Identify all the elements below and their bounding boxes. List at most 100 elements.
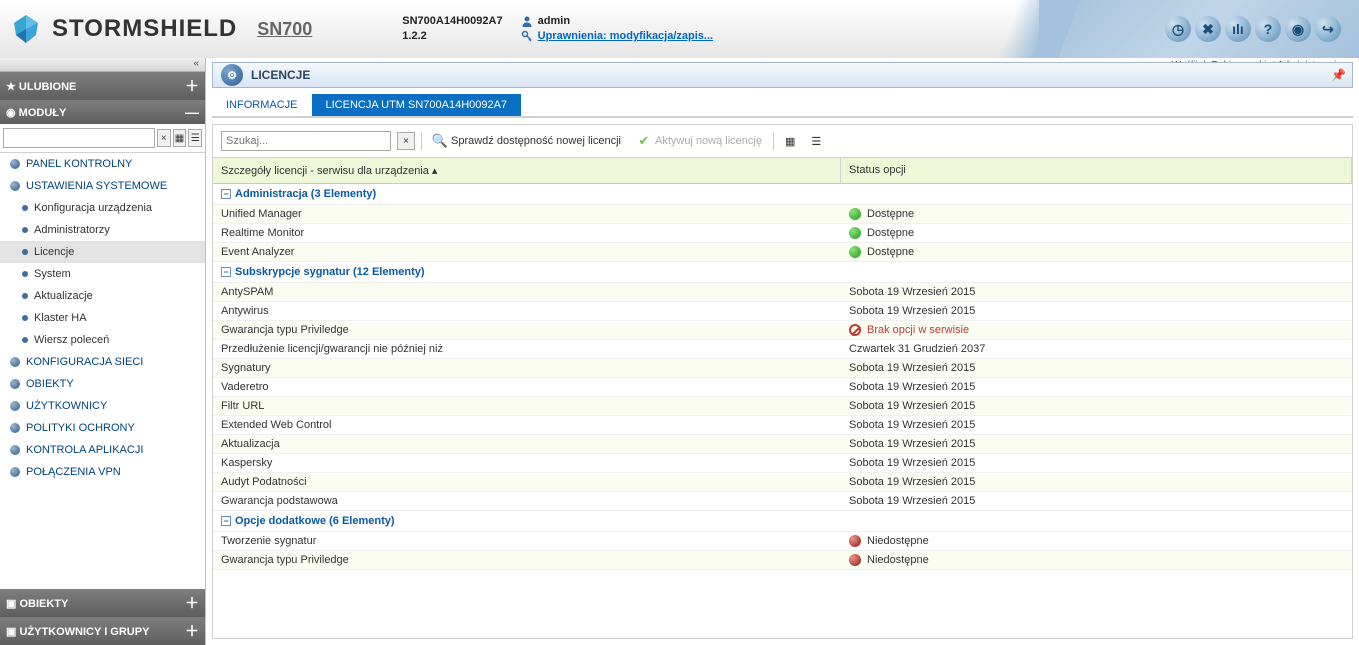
sidebar-section-favorites[interactable]: ★ ULUBIONE ＋ xyxy=(0,72,205,100)
table-row[interactable]: Przedłużenie licencji/gwarancji nie późn… xyxy=(213,340,1352,359)
sidebar-view-list-icon[interactable]: ☰ xyxy=(188,129,202,147)
table-row[interactable]: Gwarancja typu PriviledgeBrak opcji w se… xyxy=(213,321,1352,340)
modules-add-icon[interactable]: — xyxy=(185,104,199,120)
table-row[interactable]: Audyt PodatnościSobota 19 Wrzesień 2015 xyxy=(213,473,1352,492)
table-group-header[interactable]: −Subskrypcje sygnatur (12 Elementy) xyxy=(213,262,1352,283)
status-dot-green-icon xyxy=(849,246,861,258)
table-row[interactable]: Gwarancja typu PriviledgeNiedostępne xyxy=(213,551,1352,570)
table-row[interactable]: AntywirusSobota 19 Wrzesień 2015 xyxy=(213,302,1352,321)
page-title-bar: ⚙ LICENCJE 📌 xyxy=(212,62,1353,88)
collapse-icon[interactable]: − xyxy=(221,516,231,526)
bullet-icon xyxy=(22,271,28,277)
header-btn-dashboard-icon[interactable]: ◷ xyxy=(1165,16,1191,42)
col-header-status[interactable]: Status opcji xyxy=(841,158,1352,183)
toolbar-view-list-icon[interactable]: ☰ xyxy=(806,132,826,151)
permissions-link[interactable]: Uprawnienia: modyfikacja/zapis... xyxy=(538,30,713,42)
sidebar-group-icon xyxy=(10,423,20,433)
sidebar-collapse-button[interactable]: « xyxy=(0,58,205,72)
sidebar-group[interactable]: KONFIGURACJA SIECI xyxy=(0,351,205,373)
table-row[interactable]: KasperskySobota 19 Wrzesień 2015 xyxy=(213,454,1352,473)
expand-icon[interactable]: ＋ xyxy=(185,621,199,641)
model-link[interactable]: SN700 xyxy=(257,19,312,40)
header-btn-info-icon[interactable]: ◉ xyxy=(1285,16,1311,42)
toolbar-view-grid-icon[interactable]: ▦ xyxy=(780,132,800,151)
favorites-add-icon[interactable]: ＋ xyxy=(185,76,199,96)
table-row[interactable]: SygnaturySobota 19 Wrzesień 2015 xyxy=(213,359,1352,378)
cell-name: Gwarancja typu Priviledge xyxy=(213,551,841,569)
sidebar-group-label: KONFIGURACJA SIECI xyxy=(26,356,143,368)
toolbar-search-input[interactable] xyxy=(221,131,391,151)
cell-status: Sobota 19 Wrzesień 2015 xyxy=(841,359,1352,377)
check-icon: ✔ xyxy=(637,134,651,148)
sidebar-bottom-section[interactable]: ▣ OBIEKTY＋ xyxy=(0,589,205,617)
cell-name: AntySPAM xyxy=(213,283,841,301)
sidebar-section-modules[interactable]: ◉ MODUŁY — xyxy=(0,100,205,124)
table-row[interactable]: Realtime MonitorDostępne xyxy=(213,224,1352,243)
collapse-icon[interactable]: − xyxy=(221,267,231,277)
key-icon xyxy=(521,30,535,42)
expand-icon[interactable]: ＋ xyxy=(185,593,199,613)
table-row[interactable]: Filtr URLSobota 19 Wrzesień 2015 xyxy=(213,397,1352,416)
sidebar-group-icon xyxy=(10,181,20,191)
table-row[interactable]: Unified ManagerDostępne xyxy=(213,205,1352,224)
sidebar-group[interactable]: PANEL KONTROLNY xyxy=(0,153,205,175)
sidebar-group-icon xyxy=(10,445,20,455)
tab[interactable]: LICENCJA UTM SN700A14H0092A7 xyxy=(312,94,522,116)
sidebar-group[interactable]: OBIEKTY xyxy=(0,373,205,395)
table-group-header[interactable]: −Opcje dodatkowe (6 Elementy) xyxy=(213,511,1352,532)
header-btn-logout-icon[interactable]: ↪ xyxy=(1315,16,1341,42)
toolbar: × 🔍 Sprawdź dostępność nowej licencji ✔ … xyxy=(212,124,1353,158)
toolbar-search-clear-icon[interactable]: × xyxy=(397,132,415,150)
app-header: STORMSHIELD SN700 SN700A14H0092A7 1.2.2 … xyxy=(0,0,1359,58)
activate-license-button: ✔ Aktywuj nową licencję xyxy=(632,131,767,151)
status-dot-red-icon xyxy=(849,535,861,547)
table-row[interactable]: AktualizacjaSobota 19 Wrzesień 2015 xyxy=(213,435,1352,454)
sidebar-item[interactable]: Licencje xyxy=(0,241,205,263)
cell-status: Sobota 19 Wrzesień 2015 xyxy=(841,378,1352,396)
sidebar-view-grid-icon[interactable]: ▦ xyxy=(173,129,187,147)
bullet-icon xyxy=(22,249,28,255)
header-btn-help-icon[interactable]: ? xyxy=(1255,16,1281,42)
bullet-icon xyxy=(22,315,28,321)
sidebar-search-clear-icon[interactable]: × xyxy=(157,129,171,147)
sidebar-item[interactable]: Aktualizacje xyxy=(0,285,205,307)
sidebar-group[interactable]: POŁĄCZENIA VPN xyxy=(0,461,205,483)
collapse-icon[interactable]: − xyxy=(221,189,231,199)
sidebar-item-label: Aktualizacje xyxy=(34,290,93,302)
sidebar-bottom-section[interactable]: ▣ UŻYTKOWNICY I GRUPY＋ xyxy=(0,617,205,645)
sidebar-item[interactable]: Klaster HA xyxy=(0,307,205,329)
sidebar-group-label: POLITYKI OCHRONY xyxy=(26,422,135,434)
group-title: Opcje dodatkowe (6 Elementy) xyxy=(235,515,395,527)
brand-text: STORMSHIELD xyxy=(52,15,237,43)
pin-icon[interactable]: 📌 xyxy=(1331,68,1346,82)
sidebar-group[interactable]: KONTROLA APLIKACJI xyxy=(0,439,205,461)
table-row[interactable]: VaderetroSobota 19 Wrzesień 2015 xyxy=(213,378,1352,397)
table-row[interactable]: Event AnalyzerDostępne xyxy=(213,243,1352,262)
cell-status: Sobota 19 Wrzesień 2015 xyxy=(841,454,1352,472)
sidebar-group[interactable]: POLITYKI OCHRONY xyxy=(0,417,205,439)
cell-name: Gwarancja podstawowa xyxy=(213,492,841,510)
bullet-icon xyxy=(22,293,28,299)
sidebar-item[interactable]: System xyxy=(0,263,205,285)
cell-status: Dostępne xyxy=(841,205,1352,223)
col-header-details[interactable]: Szczegóły licencji - serwisu dla urządze… xyxy=(213,158,841,183)
sidebar-group[interactable]: USTAWIENIA SYSTEMOWE xyxy=(0,175,205,197)
table-row[interactable]: Tworzenie sygnaturNiedostępne xyxy=(213,532,1352,551)
license-table: Szczegóły licencji - serwisu dla urządze… xyxy=(212,158,1353,639)
table-row[interactable]: Extended Web ControlSobota 19 Wrzesień 2… xyxy=(213,416,1352,435)
sidebar-group[interactable]: UŻYTKOWNICY xyxy=(0,395,205,417)
sidebar-item[interactable]: Administratorzy xyxy=(0,219,205,241)
table-group-header[interactable]: −Administracja (3 Elementy) xyxy=(213,184,1352,205)
group-title: Administracja (3 Elementy) xyxy=(235,188,376,200)
header-btn-stats-icon[interactable]: ılı xyxy=(1225,16,1251,42)
tab[interactable]: INFORMACJE xyxy=(212,94,312,116)
check-license-button[interactable]: 🔍 Sprawdź dostępność nowej licencji xyxy=(428,131,626,151)
sidebar-search-input[interactable] xyxy=(3,128,155,148)
table-row[interactable]: Gwarancja podstawowaSobota 19 Wrzesień 2… xyxy=(213,492,1352,511)
sidebar-item[interactable]: Wiersz poleceń xyxy=(0,329,205,351)
cell-name: Aktualizacja xyxy=(213,435,841,453)
sidebar-item[interactable]: Konfiguracja urządzenia xyxy=(0,197,205,219)
table-row[interactable]: AntySPAMSobota 19 Wrzesień 2015 xyxy=(213,283,1352,302)
cell-status: Niedostępne xyxy=(841,551,1352,569)
header-btn-tools-icon[interactable]: ✖ xyxy=(1195,16,1221,42)
